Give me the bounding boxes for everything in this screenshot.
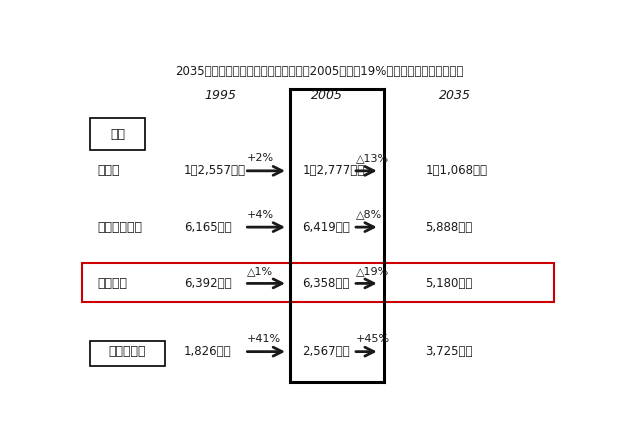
Text: 6,392万人: 6,392万人 (184, 277, 232, 290)
Text: 1億2,777万人: 1億2,777万人 (302, 164, 364, 177)
Text: 高齢者人口: 高齢者人口 (108, 345, 146, 358)
Bar (90, 341, 164, 366)
Text: 6,358万人: 6,358万人 (302, 277, 350, 290)
Text: ・全国: ・全国 (97, 164, 120, 177)
Text: 1億1,068万人: 1億1,068万人 (426, 164, 488, 177)
Text: 2,567万人: 2,567万人 (302, 345, 350, 358)
Text: △13%: △13% (356, 153, 389, 163)
Text: 5,180万人: 5,180万人 (426, 277, 473, 290)
Text: 2005: 2005 (310, 89, 343, 102)
Text: △8%: △8% (356, 210, 382, 220)
Text: 6,419万人: 6,419万人 (302, 221, 350, 233)
Text: 5,888万人: 5,888万人 (426, 221, 473, 233)
Text: 人口: 人口 (110, 128, 125, 141)
Text: 2035年の予測人口は、地方圏において2005年比で19%減と過疎化が特に著しい: 2035年の予測人口は、地方圏において2005年比で19%減と過疎化が特に著しい (175, 65, 464, 78)
Text: ・地方圏: ・地方圏 (97, 277, 127, 290)
Text: 1億2,557万人: 1億2,557万人 (184, 164, 246, 177)
Text: △19%: △19% (356, 266, 389, 276)
Text: +4%: +4% (247, 210, 274, 220)
Text: 6,165万人: 6,165万人 (184, 221, 232, 233)
Text: 1995: 1995 (204, 89, 236, 102)
Bar (90, 118, 146, 150)
Text: 3,725万人: 3,725万人 (426, 345, 473, 358)
Bar (82, 263, 554, 302)
Text: 2035: 2035 (439, 89, 470, 102)
Text: +45%: +45% (356, 334, 389, 344)
Text: 1,826万人: 1,826万人 (184, 345, 232, 358)
Text: +41%: +41% (247, 334, 281, 344)
Text: +2%: +2% (247, 153, 274, 163)
Text: ・三大都市圏: ・三大都市圏 (97, 221, 142, 233)
Text: △1%: △1% (247, 266, 273, 276)
